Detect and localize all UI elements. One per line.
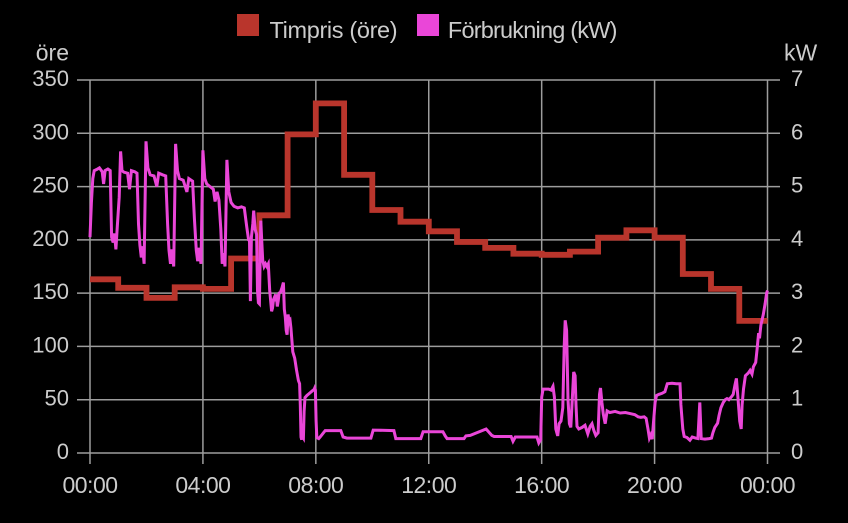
svg-text:04:00: 04:00: [175, 472, 230, 498]
svg-text:Förbrukning (kW): Förbrukning (kW): [448, 17, 617, 43]
svg-text:0: 0: [57, 439, 69, 464]
svg-text:Timpris (öre): Timpris (öre): [270, 17, 398, 43]
svg-text:150: 150: [32, 279, 69, 304]
svg-text:5: 5: [791, 173, 803, 198]
svg-text:350: 350: [32, 66, 69, 91]
svg-text:4: 4: [791, 226, 803, 251]
svg-text:00:00: 00:00: [740, 472, 795, 498]
svg-text:100: 100: [32, 332, 69, 357]
svg-text:6: 6: [791, 119, 803, 144]
svg-text:0: 0: [791, 439, 803, 464]
svg-text:kW: kW: [784, 40, 818, 66]
svg-text:300: 300: [32, 119, 69, 144]
svg-text:12:00: 12:00: [401, 472, 456, 498]
svg-text:16:00: 16:00: [514, 472, 569, 498]
svg-text:00:00: 00:00: [62, 472, 117, 498]
svg-text:öre: öre: [36, 40, 69, 66]
svg-text:7: 7: [791, 66, 803, 91]
svg-text:3: 3: [791, 279, 803, 304]
svg-text:08:00: 08:00: [288, 472, 343, 498]
svg-text:1: 1: [791, 386, 803, 411]
svg-text:2: 2: [791, 332, 803, 357]
svg-text:200: 200: [32, 226, 69, 251]
svg-text:50: 50: [45, 386, 69, 411]
svg-text:20:00: 20:00: [627, 472, 682, 498]
svg-text:250: 250: [32, 173, 69, 198]
